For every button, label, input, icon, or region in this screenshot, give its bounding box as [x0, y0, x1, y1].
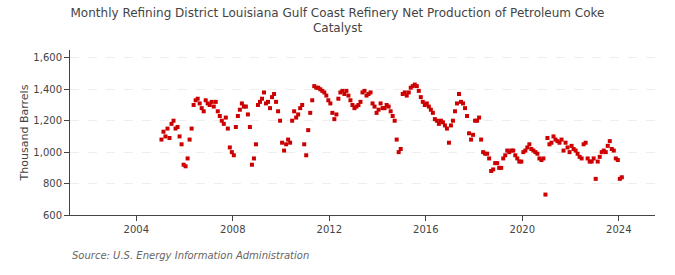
svg-text:2004: 2004: [124, 224, 149, 235]
svg-text:1,400: 1,400: [33, 84, 62, 95]
svg-text:800: 800: [43, 178, 62, 189]
svg-text:1,000: 1,000: [33, 147, 62, 158]
svg-text:2020: 2020: [510, 224, 535, 235]
svg-text:1,200: 1,200: [33, 115, 62, 126]
svg-text:Thousand Barrels: Thousand Barrels: [18, 84, 31, 181]
svg-text:2024: 2024: [606, 224, 631, 235]
svg-text:2008: 2008: [220, 224, 245, 235]
svg-text:Monthly Refining District Loui: Monthly Refining District Louisiana Gulf…: [71, 6, 605, 36]
svg-text:1,600: 1,600: [33, 52, 62, 63]
svg-text:600: 600: [43, 210, 62, 221]
svg-text:Source: U.S. Energy Informatio: Source: U.S. Energy Information Administ…: [72, 250, 309, 261]
svg-text:2012: 2012: [317, 224, 342, 235]
svg-text:2016: 2016: [413, 224, 438, 235]
